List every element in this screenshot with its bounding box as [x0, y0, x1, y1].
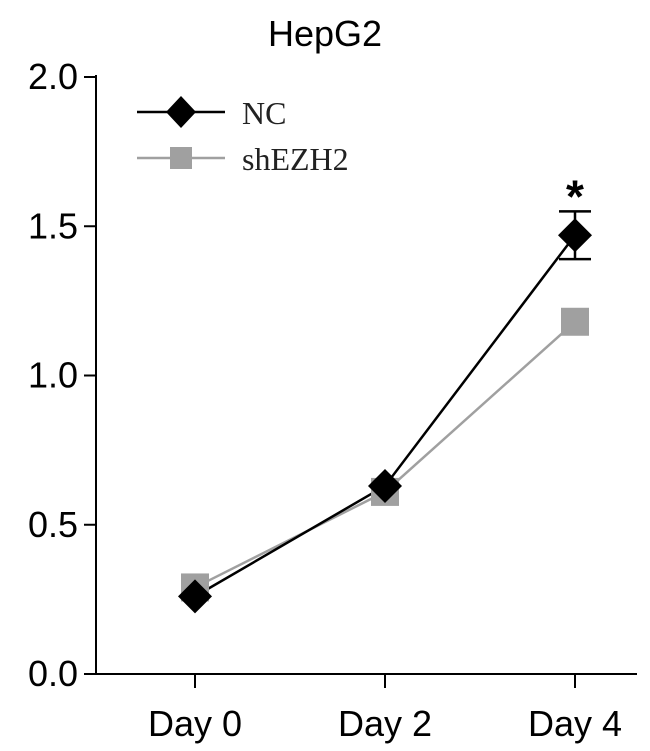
legend-label-shezh2: shEZH2 [242, 141, 349, 177]
y-ticks: 0.0 0.5 1.0 1.5 2.0 [28, 56, 96, 694]
series-layer [178, 210, 592, 614]
y-tick-label: 0.0 [28, 653, 78, 694]
legend-item-shezh2: shEZH2 [137, 141, 349, 177]
chart-title: HepG2 [268, 13, 382, 54]
data-point-nc [368, 468, 402, 503]
series-line-shezh2 [194, 320, 576, 589]
y-tick-label: 2.0 [28, 56, 78, 97]
legend: NC shEZH2 [137, 95, 349, 177]
x-tick-label: Day 4 [528, 703, 622, 744]
data-point-nc [558, 218, 592, 253]
data-point-shezh2 [561, 307, 589, 336]
x-ticks: Day 0 Day 2 Day 4 [148, 674, 622, 744]
x-tick-label: Day 0 [148, 703, 242, 744]
x-tick-label: Day 2 [338, 703, 432, 744]
significance-annotation: * [566, 170, 584, 222]
y-tick-label: 1.5 [28, 205, 78, 246]
legend-marker-nc-diamond-icon [166, 96, 196, 128]
legend-marker-shezh2-square-icon [170, 147, 192, 169]
legend-item-nc: NC [137, 95, 286, 131]
series-line-nc [194, 234, 576, 598]
data-point-nc [178, 579, 212, 614]
y-tick-label: 1.0 [28, 355, 78, 396]
annotation-layer: * [566, 170, 584, 222]
legend-label-nc: NC [242, 95, 286, 131]
y-tick-label: 0.5 [28, 504, 78, 545]
